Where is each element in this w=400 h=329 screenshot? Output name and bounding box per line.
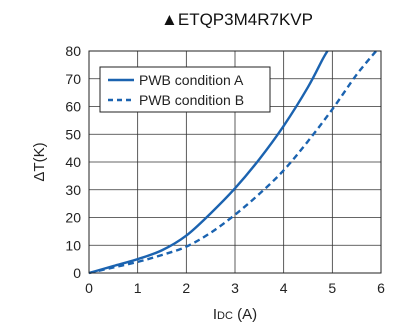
x-tick-label: 3	[231, 280, 239, 296]
y-tick-label: 40	[65, 154, 81, 170]
x-axis-label-sub: DC	[217, 310, 233, 322]
plot-frame	[88, 50, 382, 274]
legend-box	[99, 66, 271, 113]
series-layer	[88, 50, 378, 275]
y-tick-labels: 0 10 20 30 40 50 60 70 80	[65, 43, 81, 281]
legend: PWB condition A PWB condition B	[99, 66, 271, 113]
legend-label-a: PWB condition A	[139, 72, 244, 88]
y-tick-label: 60	[65, 99, 81, 115]
x-tick-label: 0	[85, 280, 93, 296]
y-tick-label: 0	[73, 265, 81, 281]
x-tick-label: 2	[182, 280, 190, 296]
x-axis-label: IDC (A)	[213, 306, 257, 323]
x-tick-label: 6	[377, 280, 385, 296]
x-tick-labels: 0 1 2 3 4 5 6	[85, 280, 385, 296]
y-tick-label: 20	[65, 210, 81, 226]
y-tick-label: 70	[65, 71, 81, 87]
y-tick-label: 10	[65, 237, 81, 253]
series-line-b	[88, 50, 378, 275]
y-tick-label: 80	[65, 43, 81, 59]
x-tick-label: 5	[328, 280, 336, 296]
y-tick-label: 30	[65, 182, 81, 198]
legend-label-b: PWB condition B	[139, 92, 244, 108]
x-axis-label-unit: (A)	[233, 306, 257, 323]
x-axis-label-main: I	[213, 306, 217, 323]
y-axis-label: ΔT(K)	[31, 142, 48, 181]
x-tick-label: 4	[280, 280, 288, 296]
series-line-a	[88, 50, 329, 275]
chart-title: ▲ETQP3M4R7KVP	[161, 10, 313, 29]
x-tick-label: 1	[134, 280, 142, 296]
y-tick-label: 50	[65, 126, 81, 142]
